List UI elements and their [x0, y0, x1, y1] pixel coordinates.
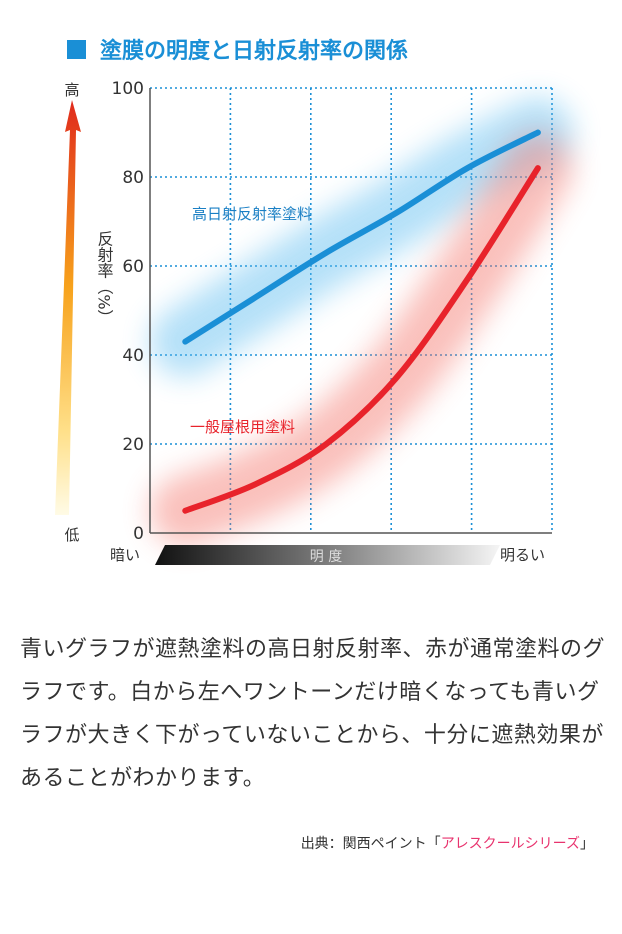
y-high-label: 高	[64, 81, 79, 99]
reflectance-chart: 塗膜の明度と日射反射率の関係 高 低 反射率（%） 0 20 40 60 80 100 高…	[55, 38, 573, 565]
series-glows	[150, 97, 573, 546]
y-axis-label: 反射率（%）	[95, 230, 114, 325]
series-line	[182, 165, 541, 514]
y-tick-label: 20	[122, 435, 144, 455]
x-low-label: 暗い	[110, 546, 140, 564]
y-tick-label: 100	[112, 79, 144, 99]
source-credit: 出典：関西ペイント「アレスクールシリーズ」	[301, 833, 594, 853]
series-line	[182, 129, 541, 345]
x-axis-label: 明 度	[310, 549, 342, 565]
y-tick-label: 60	[122, 257, 144, 277]
y-tick-label: 40	[122, 346, 144, 366]
source-prefix: 出典：関西ペイント「	[300, 836, 441, 852]
series-label-high: 高日射反射率塗料	[192, 205, 312, 223]
brightness-bar	[155, 545, 500, 565]
chart-title: 塗膜の明度と日射反射率の関係	[100, 38, 408, 64]
series-lines	[182, 129, 541, 514]
y-low-label: 低	[64, 526, 79, 544]
high-low-arrow	[55, 100, 81, 515]
caption-text: 青いグラフが遮熱塗料の高日射反射率、赤が通常塗料のグラフです。白から左へワントー…	[20, 637, 606, 791]
series-label-general: 一般屋根用塗料	[190, 418, 295, 436]
y-tick-label: 80	[122, 168, 144, 188]
y-ticks: 0 20 40 60 80 100	[112, 79, 144, 544]
x-high-label: 明るい	[500, 546, 545, 564]
chart-area: 塗膜の明度と日射反射率の関係 高 低 反射率（%） 0 20 40 60 80 100 高…	[55, 38, 573, 565]
source-link[interactable]: アレスクールシリーズ	[440, 836, 580, 852]
source-suffix: 」	[580, 836, 594, 852]
y-tick-label: 0	[133, 524, 144, 544]
title-square	[67, 40, 86, 59]
